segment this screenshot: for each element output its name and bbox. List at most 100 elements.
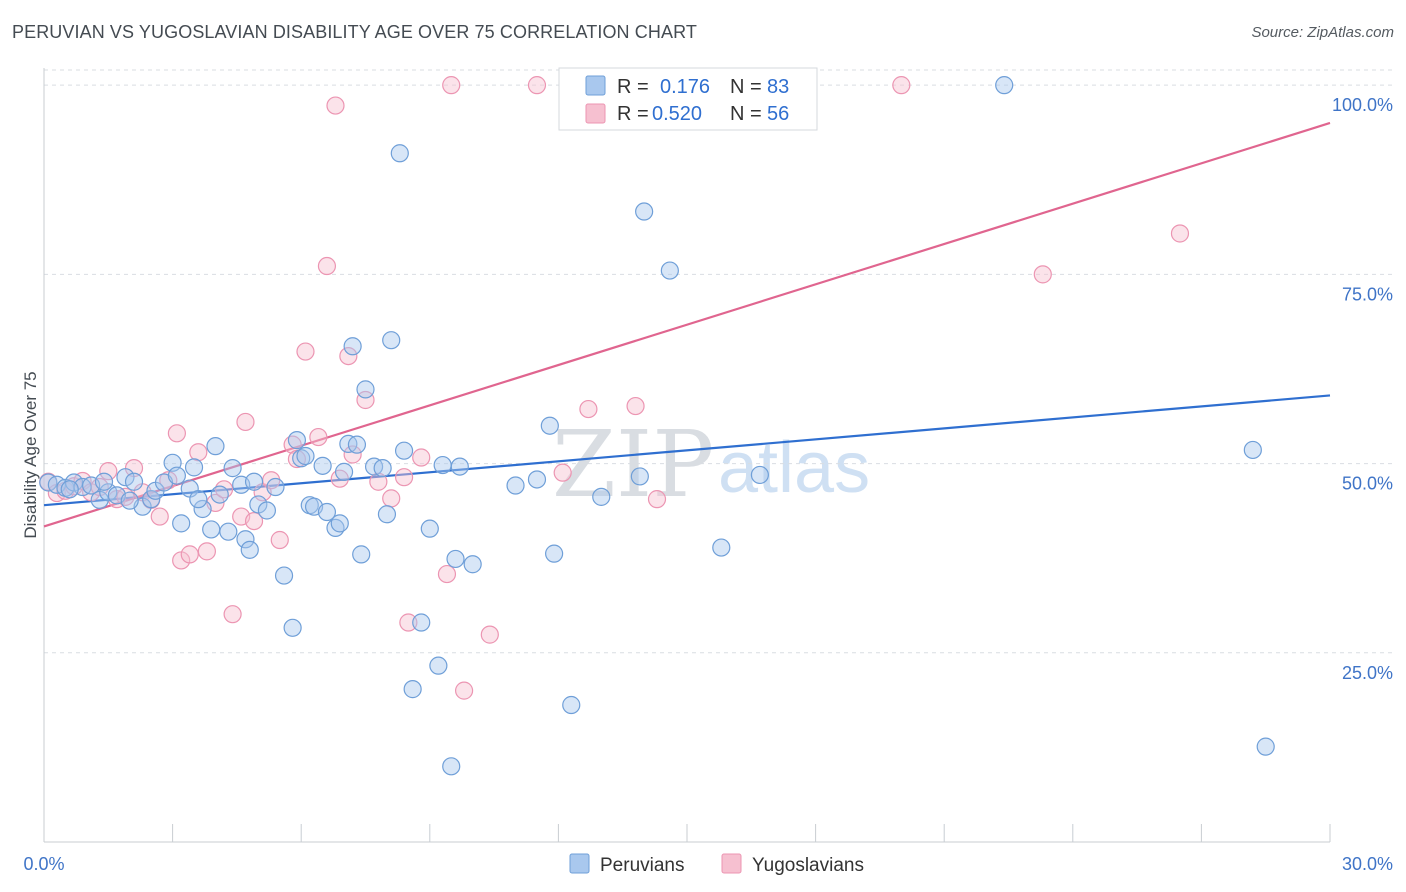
peruvian-point: [382, 331, 401, 350]
peruvian-trend-line: [43, 394, 1331, 507]
peruvian-point: [1256, 737, 1275, 756]
peruvian-point: [206, 437, 225, 456]
yugoslavian-point: [626, 396, 645, 416]
yugoslavian-point: [647, 490, 667, 509]
yugoslavian-point: [167, 424, 186, 443]
peruvian-point: [394, 441, 414, 460]
yugoslavian-point: [150, 507, 169, 526]
peruvian-point: [184, 458, 204, 477]
peruvian-point: [240, 540, 259, 559]
peruvian-point: [317, 502, 337, 522]
watermark: ZIP atlas: [552, 411, 870, 518]
peruvian-point: [257, 501, 277, 520]
yugoslavian-point: [189, 443, 208, 462]
legend-r-label-peruvians: R =: [617, 76, 649, 98]
peruvian-point: [167, 466, 186, 485]
y-tick-label: 100.0%: [1332, 95, 1393, 115]
yugoslavian-point: [1033, 265, 1052, 284]
yugoslavian-point: [579, 399, 598, 419]
series-legend-swatch-peruvians: [569, 853, 590, 874]
yugoslavian-point: [356, 390, 375, 410]
peruvian-point: [660, 261, 679, 280]
yugoslavian-point: [270, 530, 289, 550]
yugoslavian-point: [382, 489, 401, 508]
x-tick-label-max: 30.0%: [1342, 854, 1393, 874]
yugoslavian-point: [343, 445, 362, 464]
peruvian-point: [352, 545, 371, 564]
peruvian-point: [429, 656, 448, 675]
peruvian-point: [540, 416, 559, 435]
data-points: [39, 76, 1275, 776]
source-credit: Source: ZipAtlas.com: [1251, 24, 1394, 41]
axes: 25.0% 50.0% 75.0% 100.0% 0.0% 30.0%: [23, 68, 1393, 874]
legend-n-label-yugoslavians: N =: [730, 103, 762, 125]
peruvian-point: [562, 695, 581, 715]
peruvian-point: [403, 680, 422, 699]
yugoslavian-trend-line: [43, 121, 1331, 528]
stats-legend: R = 0.176 N = 83 R = 0.520 N = 56: [558, 67, 818, 131]
series-legend-label-yugoslavians: Yugoslavians: [752, 855, 864, 876]
peruvian-point: [189, 490, 208, 509]
peruvian-point: [223, 459, 242, 478]
peruvian-point: [750, 465, 769, 485]
peruvian-point: [343, 337, 362, 356]
yugoslavian-point: [339, 346, 358, 366]
peruvian-point: [527, 470, 547, 489]
yugoslavian-point: [223, 605, 242, 624]
yugoslavian-point: [1170, 224, 1190, 243]
yugoslavian-point: [553, 463, 572, 482]
legend-n-label-peruvians: N =: [730, 76, 762, 98]
peruvian-point: [635, 202, 654, 221]
peruvian-point: [412, 613, 431, 632]
peruvian-point: [210, 485, 229, 504]
trend-lines: [43, 121, 1331, 528]
x-tick-label-min: 0.0%: [23, 854, 64, 874]
peruvian-point: [193, 499, 212, 519]
peruvian-point: [630, 467, 649, 486]
series-legend-swatch-yugoslavians: [721, 853, 742, 874]
peruvian-point: [463, 555, 482, 574]
legend-swatch-peruvians: [585, 75, 606, 96]
y-tick-label: 75.0%: [1342, 284, 1393, 304]
peruvian-point: [420, 519, 439, 538]
peruvian-point: [334, 462, 354, 481]
peruvian-point: [442, 757, 461, 776]
y-tick-label: 50.0%: [1342, 474, 1393, 494]
yugoslavian-point: [437, 564, 457, 584]
peruvian-point: [712, 538, 731, 557]
yugoslavian-point: [309, 427, 328, 447]
peruvian-point: [995, 76, 1014, 95]
yugoslavian-point: [892, 76, 911, 95]
yugoslavian-point: [244, 511, 264, 531]
peruvian-point: [296, 446, 315, 466]
peruvian-point: [172, 514, 191, 533]
yugoslavian-point: [296, 342, 315, 361]
peruvian-point: [94, 472, 114, 491]
yugoslavian-point: [480, 625, 499, 644]
peruvian-point: [592, 487, 611, 506]
peruvian-point: [244, 472, 264, 491]
legend-n-value-peruvians: 83: [767, 76, 789, 98]
peruvian-point: [283, 618, 302, 637]
yugoslavian-point: [197, 542, 216, 561]
yugoslavian-point: [326, 96, 345, 115]
peruvian-point: [116, 468, 135, 487]
series-legend-label-peruvians: Peruvians: [600, 855, 685, 876]
chart-title: PERUVIAN VS YUGOSLAVIAN DISABILITY AGE O…: [12, 22, 697, 42]
peruvian-point: [124, 472, 144, 491]
peruvian-point: [433, 455, 452, 475]
watermark-atlas: atlas: [718, 428, 870, 508]
legend-r-label-yugoslavians: R =: [617, 103, 649, 125]
peruvian-point: [506, 476, 525, 495]
gridlines: [44, 69, 1392, 654]
legend-r-value-yugoslavians: 0.520: [652, 103, 702, 125]
peruvian-point: [356, 380, 375, 399]
peruvian-point: [313, 456, 332, 475]
yugoslavian-point: [399, 613, 418, 632]
legend-r-value-peruvians: 0.176: [660, 76, 710, 98]
yugoslavian-point: [317, 256, 337, 276]
peruvian-point: [287, 431, 307, 450]
peruvian-point: [1243, 440, 1262, 460]
yugoslavian-point: [527, 76, 547, 95]
